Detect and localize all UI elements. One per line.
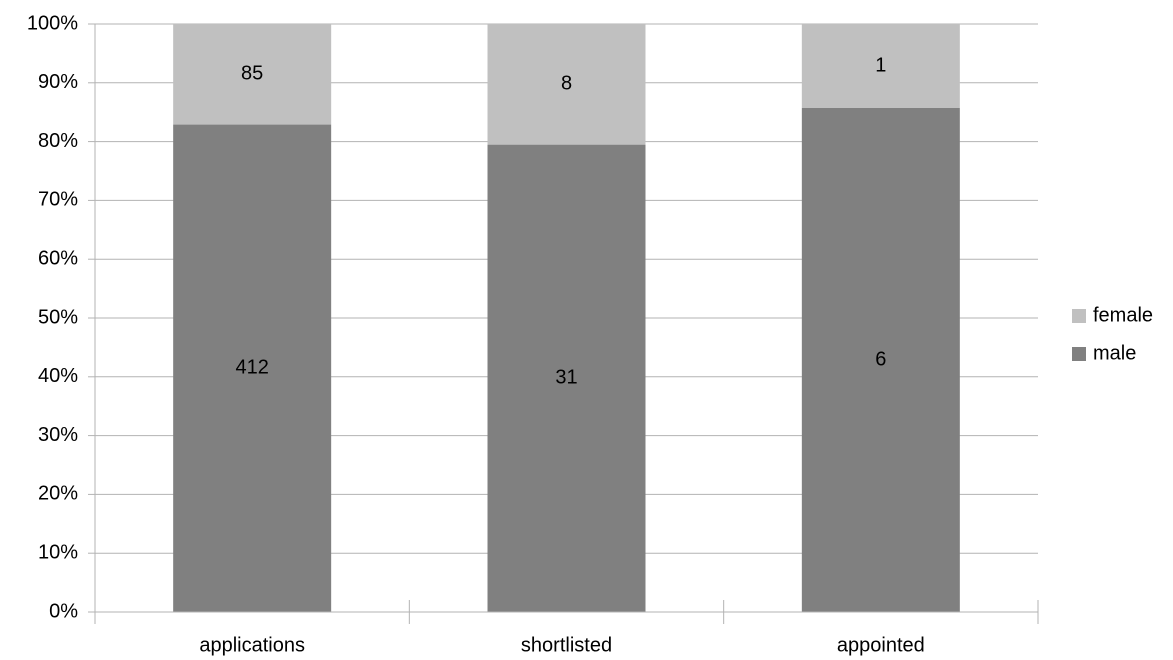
y-tick-label: 90% [38,71,78,93]
legend-swatch [1072,309,1086,323]
data-label: 1 [875,54,886,76]
y-tick-label: 10% [38,541,78,563]
bar-segment [173,124,332,612]
y-tick-label: 20% [38,483,78,505]
legend-label: male [1093,342,1136,364]
data-label: 8 [561,73,572,95]
y-tick-label: 60% [38,247,78,269]
bar-segment [173,24,332,125]
bar-segment [801,108,960,612]
y-tick-label: 70% [38,189,78,211]
legend-swatch [1072,347,1086,361]
data-label: 85 [241,63,263,85]
x-tick-label: applications [199,634,305,656]
bar-segment [801,24,960,108]
y-tick-label: 0% [49,600,78,622]
y-tick-label: 100% [27,12,78,34]
y-tick-label: 80% [38,130,78,152]
y-tick-label: 30% [38,424,78,446]
legend-label: female [1093,304,1153,326]
bar-segment [487,24,646,145]
x-tick-label: appointed [837,634,925,656]
x-tick-label: shortlisted [521,634,612,656]
y-tick-label: 50% [38,306,78,328]
data-label: 31 [555,367,577,389]
data-label: 6 [875,348,886,370]
bar-segment [487,144,646,612]
data-label: 412 [235,357,268,379]
y-tick-label: 40% [38,365,78,387]
